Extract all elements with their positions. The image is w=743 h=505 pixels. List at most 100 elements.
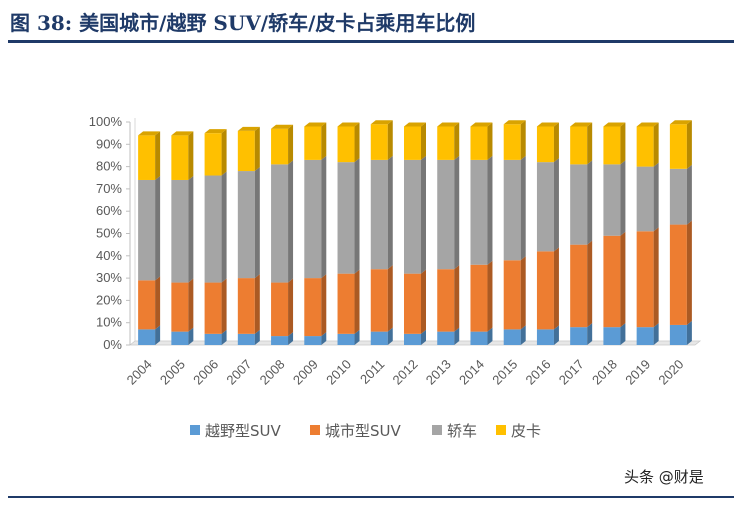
x-tick-label: 2016 xyxy=(523,357,554,388)
bar-segment xyxy=(570,126,588,165)
bar-segment-side xyxy=(188,327,194,345)
bar-segment xyxy=(271,128,289,165)
x-tick-label: 2009 xyxy=(290,357,321,388)
bar-segment xyxy=(636,231,654,328)
bottom-divider xyxy=(8,496,734,498)
bar-segment xyxy=(437,159,455,270)
bar-segment-side xyxy=(221,329,227,345)
bar-segment xyxy=(171,135,189,180)
bar-segment xyxy=(669,324,687,345)
bar-segment-side xyxy=(620,160,626,236)
bar-segment xyxy=(603,235,621,328)
bar-segment xyxy=(337,333,355,345)
bar-segment xyxy=(237,130,255,172)
bar-segment-side xyxy=(520,325,526,345)
x-tick-label: 2019 xyxy=(622,357,653,388)
bar-top xyxy=(337,122,360,127)
bar-segment-side xyxy=(387,120,393,160)
bar-segment-side xyxy=(620,323,626,345)
y-tick-label: 100% xyxy=(89,114,123,129)
bar-segment-side xyxy=(620,122,626,165)
bar-segment xyxy=(503,329,521,345)
bar-segment xyxy=(570,327,588,345)
y-tick-label: 70% xyxy=(96,181,122,196)
x-tick-label: 2004 xyxy=(124,357,155,388)
bar-segment xyxy=(636,327,654,345)
bar-segment-side xyxy=(254,167,260,279)
bar-segment-side xyxy=(321,274,327,337)
page-title: 图 38: 美国城市/越野 SUV/轿车/皮卡占乘用车比例 xyxy=(10,11,476,35)
x-tick-label: 2005 xyxy=(157,357,188,388)
bar-layer xyxy=(138,120,692,345)
bar-top xyxy=(570,122,593,127)
bar-segment xyxy=(304,278,322,337)
bar-segment-side xyxy=(587,122,593,165)
bar-segment-side xyxy=(520,155,526,261)
bar-segment xyxy=(271,282,289,337)
bar-segment-side xyxy=(288,160,294,283)
bar-segment xyxy=(470,126,488,160)
x-tick-label: 2013 xyxy=(423,357,454,388)
bar-segment-side xyxy=(155,175,161,281)
bar-segment xyxy=(138,135,156,180)
bar-segment-side xyxy=(421,329,426,345)
title-divider xyxy=(8,40,734,43)
legend-swatch xyxy=(496,425,506,435)
bar-segment xyxy=(437,126,455,160)
y-tick-label: 10% xyxy=(96,315,122,330)
legend-label: 越野型SUV xyxy=(205,422,282,440)
x-tick-label: 2008 xyxy=(257,357,288,388)
bar-segment-side xyxy=(553,325,559,345)
x-tick-label: 2014 xyxy=(456,357,487,388)
bar-segment xyxy=(237,171,255,279)
bar-segment xyxy=(503,260,521,330)
bar-segment xyxy=(271,164,289,283)
bar-segment xyxy=(636,126,654,167)
legend-label: 轿车 xyxy=(447,422,477,440)
bar-segment-side xyxy=(421,122,426,160)
bar-top xyxy=(204,129,227,134)
bar-segment xyxy=(138,329,156,345)
bar-segment-side xyxy=(321,122,327,160)
bar-segment-side xyxy=(188,175,194,283)
bar-segment xyxy=(337,162,355,274)
bar-segment xyxy=(536,329,554,345)
bar-top xyxy=(271,124,294,129)
bar-segment-side xyxy=(487,122,493,160)
bar-segment xyxy=(669,168,687,225)
bar-segment-side xyxy=(487,155,493,265)
bar-segment xyxy=(470,159,488,265)
bar-segment xyxy=(437,331,455,345)
bar-segment xyxy=(304,159,322,279)
bar-top xyxy=(171,131,194,136)
bar-segment xyxy=(404,333,421,345)
bar-segment-side xyxy=(188,278,194,332)
bar-segment-side xyxy=(454,155,460,270)
bar-segment xyxy=(171,331,189,345)
legend-swatch xyxy=(432,425,442,435)
legend-swatch xyxy=(190,425,200,435)
bar-segment xyxy=(304,126,322,160)
bar-segment xyxy=(669,224,687,325)
x-tick-label: 2012 xyxy=(390,357,421,388)
bar-segment xyxy=(536,251,554,330)
bar-segment-side xyxy=(553,247,559,330)
bar-segment xyxy=(536,162,554,252)
bar-segment-side xyxy=(221,278,227,334)
bar-segment-side xyxy=(686,120,692,169)
bar-segment xyxy=(470,264,488,332)
y-tick-label: 90% xyxy=(96,136,122,151)
bar-segment xyxy=(271,336,289,345)
bar-segment-side xyxy=(188,131,194,180)
bar-segment xyxy=(370,159,388,270)
bar-segment-side xyxy=(254,274,260,334)
bar-segment xyxy=(437,269,455,332)
bar-segment-side xyxy=(653,227,659,328)
bar-segment xyxy=(570,164,588,245)
bar-segment xyxy=(370,331,388,345)
bar-segment xyxy=(171,179,189,283)
bar-segment-side xyxy=(454,265,460,332)
y-tick-label: 50% xyxy=(96,226,122,241)
bar-top xyxy=(636,122,659,127)
bar-segment-side xyxy=(155,131,161,180)
